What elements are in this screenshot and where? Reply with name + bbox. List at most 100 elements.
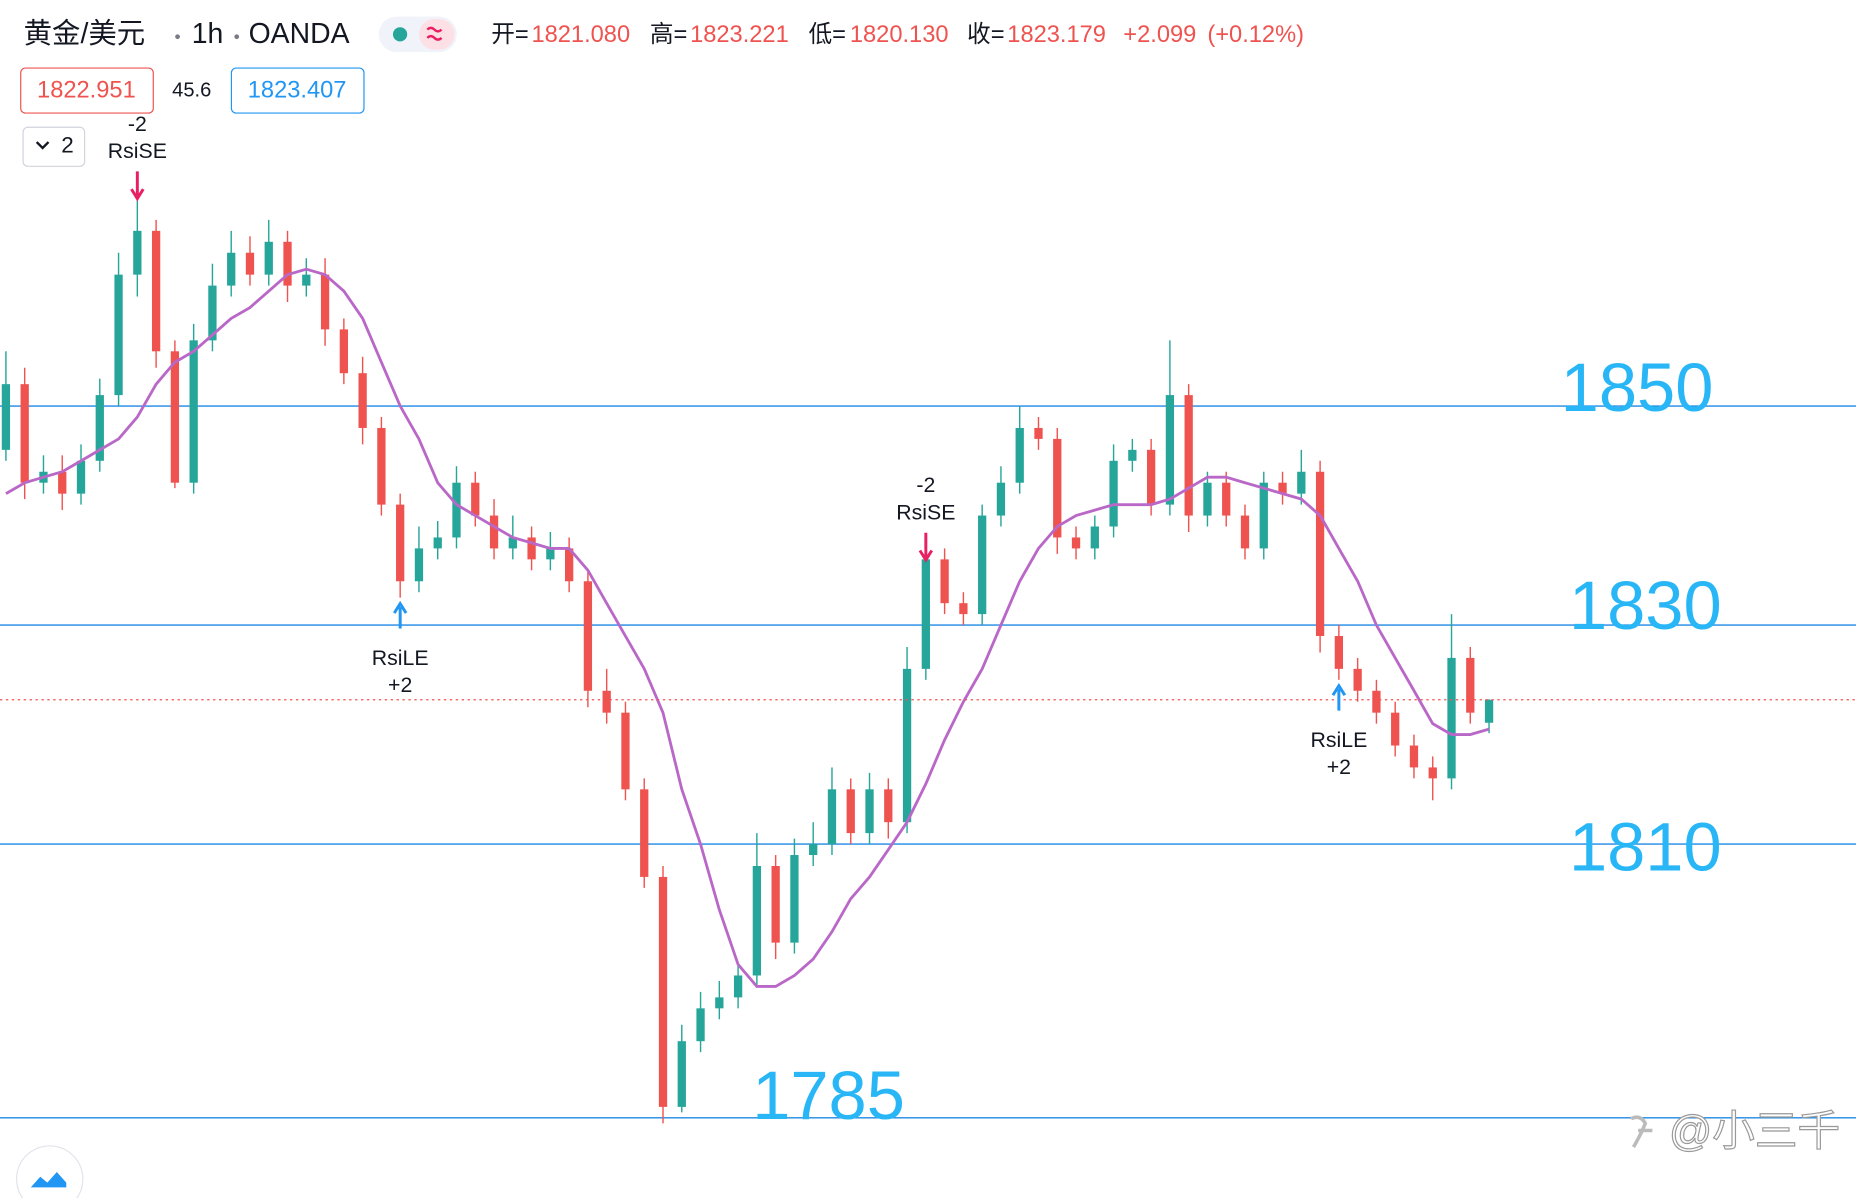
change: +2.099 [1123, 22, 1196, 48]
candle-body [640, 789, 649, 877]
candle-body [996, 482, 1006, 516]
candle-body [358, 373, 367, 428]
candle-body [245, 252, 255, 275]
candle-body [1090, 526, 1099, 549]
spread: 45.6 [172, 79, 211, 101]
signal-size: -2 [128, 112, 147, 136]
candle-body [715, 997, 724, 1009]
candle-body [489, 515, 499, 549]
indicator-count: 2 [61, 133, 74, 158]
candle-body [1203, 482, 1212, 516]
candle-body [396, 504, 405, 582]
candle-body [189, 340, 198, 483]
level-label: 1830 [1569, 567, 1722, 644]
candle-body [414, 548, 424, 582]
candle-body [884, 789, 893, 823]
candle-body [546, 548, 555, 560]
watermark: @小三千 [1669, 1107, 1840, 1155]
candle-body [1165, 395, 1175, 505]
short-arrow [918, 532, 934, 563]
long-arrow [1331, 682, 1347, 711]
candle-body [771, 865, 780, 943]
candle-body [76, 460, 86, 494]
candle-body [133, 230, 142, 275]
candle-body [846, 789, 855, 834]
candle-body [1428, 767, 1437, 779]
candle-body [1071, 537, 1081, 549]
interval: 1h [192, 18, 224, 50]
candle-body [508, 537, 517, 549]
candle-body [1297, 471, 1306, 494]
ohlc-value: 1823.179 [1007, 22, 1106, 48]
candle-body [1353, 668, 1362, 691]
candle-body [1146, 449, 1156, 505]
change-percent: (+0.12%) [1207, 22, 1304, 48]
candle-body [264, 241, 273, 275]
candle-body [564, 548, 574, 582]
bid-box[interactable] [20, 67, 154, 114]
separator [234, 34, 240, 40]
candle-body [827, 789, 837, 845]
separator [175, 34, 180, 40]
plot-area: 1850 1830 1810 1785 RsiSE -2 RsiLE +2 RsiSE -2 Rsi… [0, 112, 1856, 1134]
ask-price: 1823.407 [248, 77, 347, 103]
signal-size: -2 [916, 473, 935, 497]
candle-body [1447, 657, 1456, 779]
signal-name: RsiLE [1310, 728, 1367, 752]
watermark-logo [1630, 1115, 1653, 1149]
candle-body [1484, 699, 1494, 723]
delay-icon [426, 26, 443, 41]
candle-body [621, 712, 630, 790]
ohlc-label: 开= [491, 22, 528, 48]
candle-body [978, 515, 987, 615]
candle-body [1015, 427, 1024, 483]
level-label: 1785 [752, 1057, 905, 1134]
ohlc-label: 高= [650, 21, 687, 48]
candle-body [433, 537, 442, 549]
candle-body [790, 855, 799, 943]
candle-body [227, 252, 236, 286]
level-label: 1810 [1569, 808, 1722, 885]
long-arrow [392, 600, 408, 629]
candle-body [902, 668, 912, 823]
market-open-dot [392, 27, 408, 42]
candle-body [677, 1041, 686, 1107]
candle-body [1409, 745, 1419, 768]
signal-name: RsiSE [896, 500, 955, 524]
candle-body [602, 690, 611, 713]
candle-body [1, 384, 11, 450]
candle-body [471, 482, 480, 516]
candle-body [1259, 482, 1268, 549]
ask-box[interactable] [230, 67, 365, 114]
level-label: 1850 [1561, 349, 1714, 426]
candle-body [1109, 460, 1118, 527]
candle-body [1128, 449, 1137, 461]
candle-body [170, 351, 180, 483]
candle-body [302, 274, 311, 286]
candle-body [320, 274, 330, 330]
indicator-toggle[interactable] [22, 126, 86, 167]
candle-body [1034, 427, 1043, 439]
candle-body [1278, 482, 1287, 494]
candle-body [583, 581, 593, 691]
candle-body [151, 230, 161, 352]
signal-size: +2 [388, 673, 412, 697]
candle-body [733, 975, 743, 998]
candle-body [696, 1008, 705, 1042]
candle-body [1222, 482, 1231, 516]
ohlc-label: 收= [967, 21, 1004, 48]
candle-body [959, 603, 968, 615]
candle-body [377, 427, 386, 505]
ohlc-value: 1820.130 [850, 22, 949, 48]
ohlc-value: 1821.080 [531, 22, 630, 48]
candle-body [1053, 438, 1062, 538]
candle-body [1334, 636, 1344, 669]
bid-price: 1822.951 [37, 77, 136, 103]
short-arrow [130, 171, 145, 202]
candle-body [1315, 471, 1325, 637]
moving-average [5, 267, 1490, 988]
candle-body [1372, 690, 1381, 713]
candle-body [1240, 515, 1250, 549]
signal-name: RsiLE [372, 646, 429, 670]
